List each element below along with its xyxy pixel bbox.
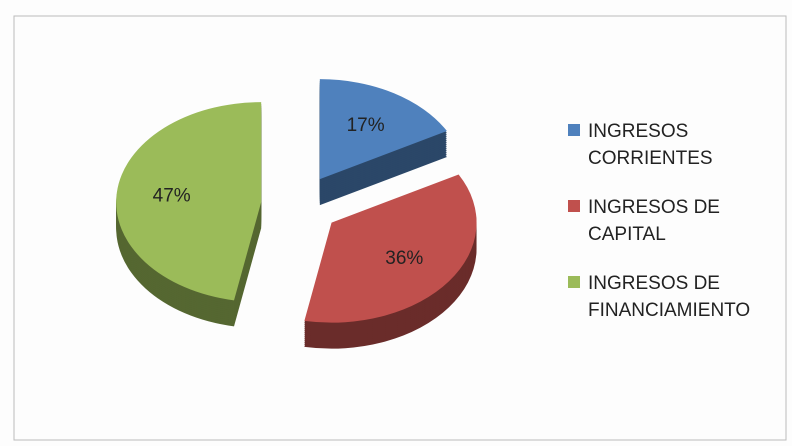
legend-swatch [568, 124, 580, 136]
legend-item: INGRESOS CORRIENTES [568, 118, 788, 172]
pie-slice [116, 102, 262, 327]
slice-top [116, 102, 262, 301]
legend: INGRESOS CORRIENTES INGRESOS DE CAPITAL IN… [568, 118, 788, 346]
legend-item: INGRESOS DE CAPITAL [568, 194, 788, 248]
data-label: 17% [347, 115, 385, 136]
legend-label: INGRESOS DE FINANCIAMIENTO [588, 273, 751, 321]
slice-top [319, 79, 447, 180]
legend-label: INGRESOS CORRIENTES [588, 121, 713, 169]
chart-frame [13, 15, 787, 441]
legend-item: INGRESOS DE FINANCIAMIENTO [568, 270, 788, 324]
slice-top [304, 174, 477, 323]
data-label: 47% [153, 185, 191, 206]
data-label: 36% [385, 248, 423, 269]
pie-slice [319, 79, 447, 206]
legend-swatch [568, 200, 580, 212]
legend-swatch [568, 276, 580, 288]
legend-label: INGRESOS DE CAPITAL [588, 197, 720, 245]
pie-slice [304, 174, 477, 349]
